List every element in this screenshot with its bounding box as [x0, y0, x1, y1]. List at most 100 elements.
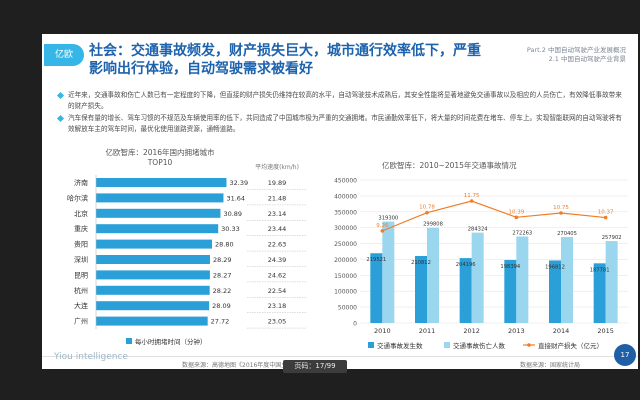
diamond-bullet-icon — [56, 114, 65, 123]
page-number-badge: 17 — [614, 344, 636, 366]
property-loss-label: 9.26 — [376, 223, 389, 229]
footer-divider — [42, 356, 638, 357]
casualty-bar — [561, 237, 573, 323]
legend-swatch-accidents — [368, 342, 374, 348]
left-chart: 济南 32.39 19.89 哈尔滨 31.64 21.48 北京 30.89 23.14 重庆 3… — [67, 175, 307, 346]
page-indicator[interactable]: 页码：17/99 — [283, 360, 347, 373]
y-tick-label: 0 — [353, 321, 357, 328]
y-tick-label: 450000 — [334, 178, 357, 185]
bullet-item: 汽车保有量的增长、驾车习惯的不规范及车辆使用率的低下，共同造成了中国城市极为严重… — [56, 113, 626, 135]
legend-swatch — [126, 338, 132, 344]
property-loss-point — [603, 215, 608, 220]
city-bar — [96, 301, 210, 311]
casualty-value-label: 284324 — [468, 227, 489, 233]
accident-bar — [593, 263, 606, 323]
y-tick-label: 50000 — [338, 305, 357, 312]
casualty-value-label: 257902 — [602, 235, 622, 241]
city-label: 重庆 — [74, 224, 88, 233]
y-tick-label: 200000 — [334, 257, 357, 264]
subsection-label: 2.1 中国自动驾驶产业背景 — [548, 55, 626, 63]
city-value-label: 31.64 — [226, 194, 245, 202]
diamond-bullet-icon — [56, 91, 65, 100]
section-label: Part.2 中国自动驾驶产业发展概况 2.1 中国自动驾驶产业背景 — [527, 46, 626, 64]
city-label: 深圳 — [74, 255, 88, 264]
property-loss-label: 10.39 — [508, 209, 524, 215]
casualty-bar — [605, 241, 618, 323]
casualty-value-label: 270405 — [557, 231, 577, 237]
left-chart-title: 亿欧智库：2016年国内拥堵城市 TOP10 — [105, 148, 215, 167]
city-value-label: 30.33 — [221, 225, 240, 233]
city-value-label: 27.72 — [211, 318, 230, 326]
city-bar — [96, 193, 224, 203]
city-label: 大连 — [74, 301, 88, 310]
avg-speed-value: 23.44 — [268, 225, 287, 233]
property-loss-point — [559, 211, 563, 215]
city-value-label: 28.29 — [213, 256, 232, 264]
avg-speed-header: 平均速度(km/h) — [255, 164, 299, 171]
property-loss-label: 10.78 — [419, 205, 435, 211]
city-value-label: 32.39 — [229, 179, 248, 187]
bullet-item: 近年来，交通事故和伤亡人数已有一定程度的下降，但直接的财产损失仍维持在较高的水平… — [56, 90, 626, 112]
y-tick-label: 250000 — [334, 241, 357, 248]
accident-bar — [504, 259, 517, 323]
legend-swatch-casualties — [444, 342, 450, 348]
y-tick-label: 300000 — [334, 225, 357, 232]
casualty-value-label: 319300 — [378, 216, 398, 222]
city-bar — [96, 208, 221, 218]
avg-speed-value: 24.62 — [268, 271, 287, 279]
accident-bar — [370, 253, 383, 323]
right-chart: 0 50000 100000 150000 200000 250000 300000 3500… — [334, 178, 628, 350]
city-bar — [96, 285, 210, 295]
property-loss-point — [514, 215, 519, 220]
yiou-logo: 亿欧 — [44, 44, 84, 66]
city-label: 昆明 — [74, 271, 88, 279]
accident-value-label: 219521 — [366, 257, 386, 263]
y-tick-label: 150000 — [334, 273, 357, 280]
casualty-value-label: 299808 — [423, 222, 443, 228]
avg-speed-value: 23.14 — [268, 210, 287, 218]
city-label: 贵阳 — [74, 240, 88, 249]
property-loss-label: 11.75 — [464, 193, 480, 199]
x-tick-label: 2011 — [419, 327, 436, 335]
property-loss-line — [382, 200, 606, 232]
city-bar — [96, 178, 227, 187]
city-bar — [96, 239, 213, 249]
bullet-list: 近年来，交通事故和伤亡人数已有一定程度的下降，但直接的财产损失仍维持在较高的水平… — [56, 90, 626, 136]
y-tick-label: 100000 — [334, 289, 357, 296]
city-bar — [96, 224, 219, 234]
avg-speed-value: 19.89 — [268, 179, 287, 187]
city-label: 广州 — [74, 317, 88, 326]
legend-label-accidents: 交通事故发生数 — [377, 341, 423, 350]
city-value-label: 30.89 — [223, 210, 242, 218]
y-tick-label: 350000 — [334, 209, 357, 216]
city-bar — [96, 255, 210, 264]
accident-value-label: 204196 — [456, 262, 476, 268]
city-label: 哈尔滨 — [67, 193, 88, 202]
property-loss-point — [380, 229, 385, 233]
accident-value-label: 210812 — [411, 260, 431, 266]
avg-speed-value: 22.54 — [268, 287, 287, 295]
right-chart-title: 亿欧智库：2010~2015年交通事故情况 — [382, 161, 517, 170]
city-value-label: 28.80 — [215, 241, 234, 249]
avg-speed-value: 23.18 — [268, 302, 287, 310]
brand-text: Yiou intelligence — [54, 352, 128, 362]
x-tick-label: 2013 — [508, 327, 525, 335]
casualty-value-label: 272263 — [512, 230, 532, 236]
casualty-bar — [516, 236, 529, 323]
x-tick-label: 2012 — [463, 327, 480, 335]
slide-title: 社会：交通事故频发，财产损失巨大，城市通行效率低下，严重影响出行体验，自动驾驶需… — [89, 43, 481, 77]
avg-speed-value: 24.39 — [268, 256, 287, 264]
accident-value-label: 198394 — [500, 264, 521, 270]
accident-bar — [459, 258, 472, 323]
avg-speed-value: 23.05 — [268, 318, 287, 326]
legend-marker-loss — [527, 343, 531, 347]
property-loss-label: 10.75 — [553, 205, 569, 211]
accident-value-label: 187781 — [590, 267, 610, 273]
x-tick-label: 2014 — [553, 327, 570, 335]
slide: 亿欧 社会：交通事故频发，财产损失巨大，城市通行效率低下，严重影响出行体验，自动… — [42, 34, 638, 369]
city-label: 杭州 — [74, 286, 88, 295]
x-tick-label: 2015 — [597, 327, 614, 335]
avg-speed-value: 22.63 — [268, 241, 287, 249]
legend-label-loss: 直接财产损失（亿元） — [538, 341, 603, 350]
city-value-label: 28.27 — [213, 271, 232, 279]
